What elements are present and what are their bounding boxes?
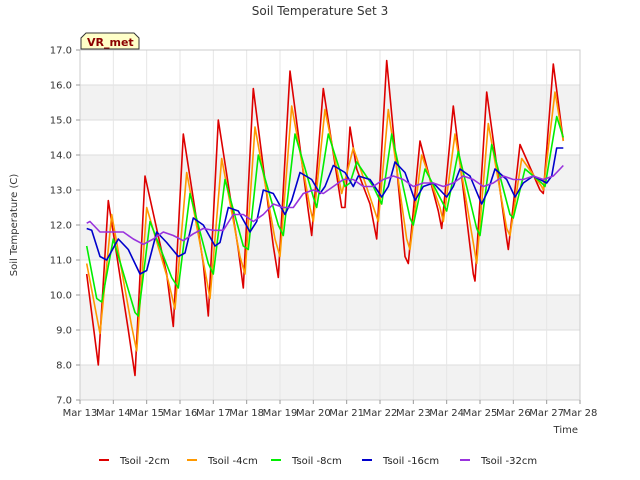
legend-label: Tsoil -32cm (480, 456, 537, 467)
x-tick-label: Mar 28 (563, 408, 598, 419)
site-label-badge: VR_met (80, 32, 140, 50)
series-line-tsoil-16cm (86, 147, 564, 275)
background-band (80, 330, 580, 365)
x-tick-label: Mar 27 (529, 408, 564, 419)
y-tick-label: 8.0 (56, 361, 72, 372)
y-tick-label: 14.0 (50, 151, 72, 162)
x-axis-title: Time (553, 425, 578, 436)
x-tick-label: Mar 16 (163, 408, 198, 419)
background-band (80, 50, 580, 85)
y-tick-label: 11.0 (50, 256, 72, 267)
y-tick-label: 16.0 (50, 81, 72, 92)
y-tick-label: 12.0 (50, 221, 72, 232)
x-tick-label: Mar 13 (63, 408, 98, 419)
y-tick-label: 9.0 (56, 326, 72, 337)
plot-background-bands (80, 50, 580, 400)
x-tick-label: Mar 20 (296, 408, 331, 419)
x-tick-label: Mar 23 (396, 408, 431, 419)
x-tick-label: Mar 14 (96, 408, 131, 419)
x-tick-label: Mar 22 (363, 408, 398, 419)
y-axis-ticks: 7.0 8.0 9.0 10.0 11.0 12.0 13.0 14.0 15.0 16.0 17.… (50, 46, 80, 407)
series-line-tsoil-2cm (85, 59, 565, 377)
x-tick-label: Mar 18 (229, 408, 264, 419)
series-line-tsoil-8cm (85, 115, 565, 317)
x-tick-label: Mar 24 (429, 408, 464, 419)
chart-title: Soil Temperature Set 3 (252, 4, 388, 18)
legend-label: Tsoil -4cm (207, 456, 258, 467)
legend: Tsoil -2cm Tsoil -4cm Tsoil -8cm Tsoil -16c… (99, 456, 537, 467)
series-line-tsoil-32cm (86, 164, 564, 246)
site-label-text: VR_met (87, 36, 134, 49)
background-band (80, 365, 580, 400)
background-band (80, 190, 580, 225)
legend-label: Tsoil -2cm (119, 456, 170, 467)
y-tick-label: 7.0 (56, 396, 72, 407)
series-layer (85, 59, 565, 377)
y-tick-label: 10.0 (50, 291, 72, 302)
y-tick-label: 15.0 (50, 116, 72, 127)
background-band (80, 85, 580, 120)
background-band (80, 260, 580, 295)
x-tick-label: Mar 26 (496, 408, 531, 419)
site-label-box (80, 32, 140, 50)
background-band (80, 295, 580, 330)
x-tick-label: Mar 19 (263, 408, 298, 419)
x-tick-label: Mar 25 (463, 408, 498, 419)
x-tick-label: Mar 21 (329, 408, 364, 419)
y-tick-label: 13.0 (50, 186, 72, 197)
x-tick-label: Mar 17 (196, 408, 231, 419)
x-tick-label: Mar 15 (129, 408, 164, 419)
y-tick-label: 17.0 (50, 46, 72, 57)
legend-label: Tsoil -16cm (382, 456, 439, 467)
y-axis-title: Soil Temperature (C) (9, 174, 20, 277)
legend-label: Tsoil -8cm (291, 456, 342, 467)
